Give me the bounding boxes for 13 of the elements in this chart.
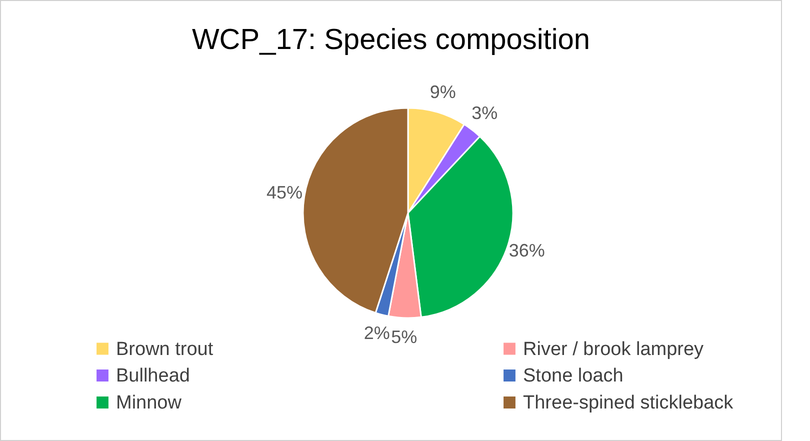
- data-label: 3%: [472, 103, 498, 124]
- data-label: 9%: [430, 82, 456, 102]
- data-label: 5%: [391, 326, 418, 347]
- legend-label: Brown trout: [116, 338, 214, 360]
- data-label: 45%: [266, 182, 303, 202]
- chart-title: WCP_17: Species composition: [192, 24, 590, 56]
- data-label: 36%: [508, 240, 545, 261]
- legend-label: Stone loach: [523, 366, 624, 386]
- data-label: 2%: [364, 323, 390, 344]
- legend-label: Minnow: [116, 392, 182, 414]
- legend-label: Three-spined stickleback: [523, 392, 734, 414]
- legend-label: River / brook lamprey: [523, 338, 704, 360]
- legend-label: Bullhead: [116, 366, 190, 386]
